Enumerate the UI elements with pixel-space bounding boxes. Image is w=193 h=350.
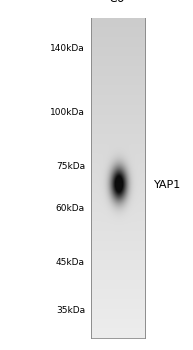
Text: 35kDa: 35kDa	[56, 306, 85, 315]
Text: C6: C6	[110, 0, 126, 5]
Text: 75kDa: 75kDa	[56, 162, 85, 171]
Text: YAP1: YAP1	[154, 180, 182, 190]
Text: 45kDa: 45kDa	[56, 258, 85, 267]
Text: 100kDa: 100kDa	[50, 107, 85, 117]
Text: 60kDa: 60kDa	[56, 204, 85, 213]
Text: 140kDa: 140kDa	[50, 44, 85, 53]
